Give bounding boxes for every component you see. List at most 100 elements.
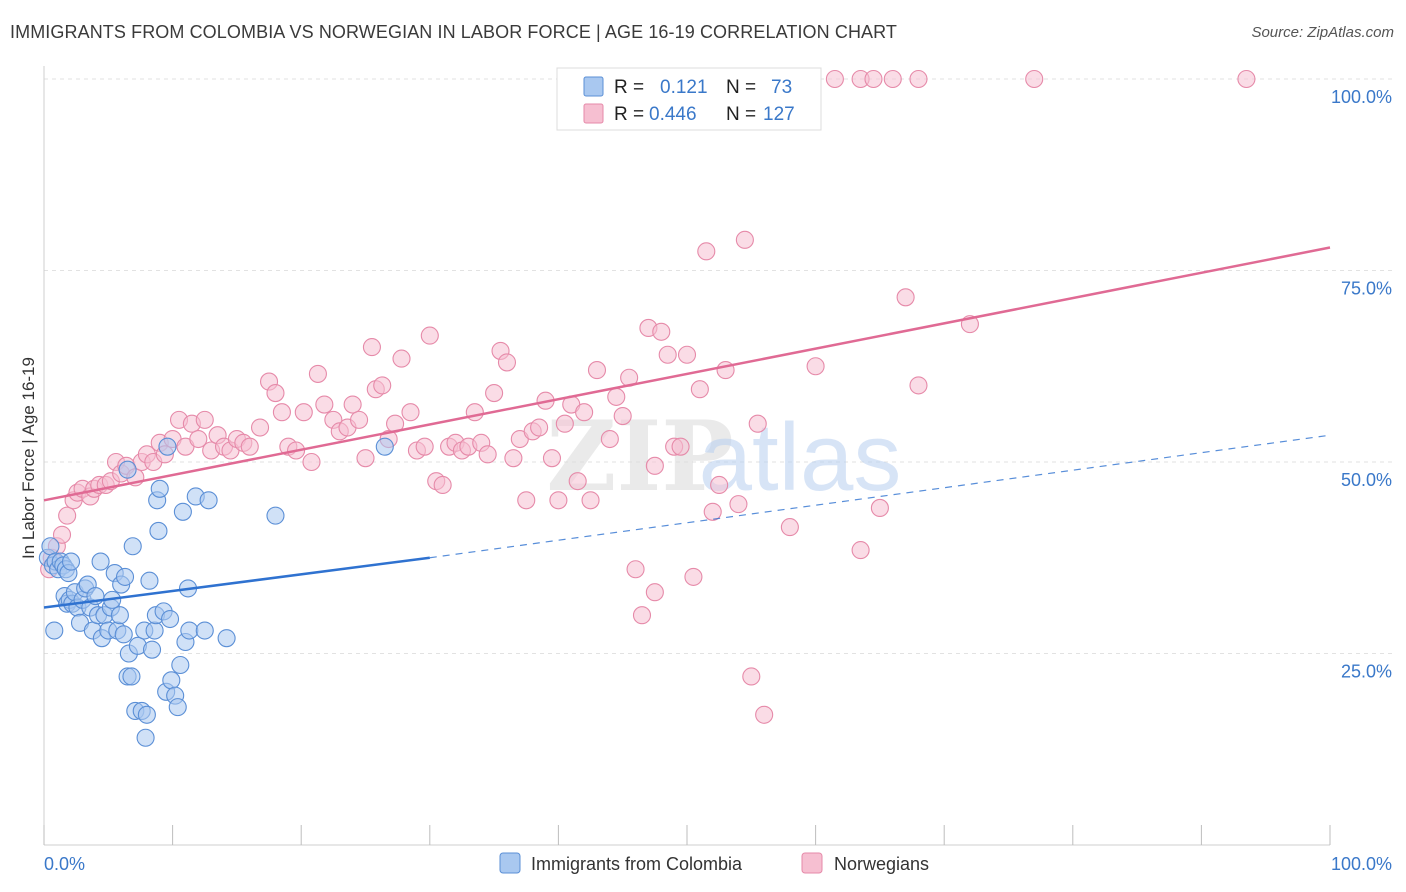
stats-n-label-norway: N = [726,104,756,125]
stats-box: R = 0.121 N = 73 R = 0.446 N = 127 [556,67,822,131]
norway-point [373,376,392,395]
norway-point [478,445,497,464]
colombia-point [123,537,142,556]
norway-point [415,437,434,456]
norway-point [497,353,517,372]
colombia-point [158,437,177,456]
norway-point [690,380,709,399]
norway-point [587,361,607,380]
norway-point [755,705,774,724]
norway-point [189,429,208,449]
colombia-point [195,621,214,640]
colombia-point [150,479,169,498]
colombia-point [160,609,180,629]
norwegians-points [40,69,1256,724]
norway-point [401,403,420,422]
norway-point [658,345,677,364]
colombia-point [149,521,168,540]
colombia-points [38,437,394,747]
norway-point [883,69,902,89]
norway-point [710,475,729,495]
colombia-point [136,728,155,747]
colombia-point [114,625,133,644]
norway-point [780,518,799,537]
legend-swatch-colombia [499,852,521,874]
norway-point [575,403,594,422]
norway-point [896,288,915,307]
norway-point [294,403,313,422]
colombia-point [110,606,129,625]
y-tick-label: 25.0% [1341,662,1392,682]
colombia-point [115,567,135,586]
norway-point [266,384,285,403]
norway-point [735,230,754,249]
colombia-point [140,571,159,590]
stats-n-value-norway: 127 [763,104,795,125]
norway-point [549,491,568,510]
norway-point [729,495,748,514]
norway-point [240,437,259,456]
colombia-point [137,705,156,724]
x-tick-label-max: 100.0% [1331,854,1392,874]
colombia-point [145,621,164,640]
norway-point [684,567,703,586]
norway-point [465,403,484,422]
legend: Immigrants from Colombia Norwegians [499,852,929,874]
norway-point [851,541,870,560]
colombia-point [61,552,81,571]
colombia-point [122,667,141,686]
legend-label-colombia: Immigrants from Colombia [531,854,743,874]
norway-point [272,403,291,422]
norway-point [1025,69,1044,89]
colombia-point [217,629,236,648]
stats-r-label-norway: R = [614,104,644,125]
y-axis-label: In Labor Force | Age 16-19 [19,357,38,559]
watermark-zip: ZIP [546,400,733,513]
legend-swatch-norway [801,852,823,874]
norway-point [392,349,411,368]
y-tick-label: 100.0% [1331,87,1392,107]
norway-point [632,606,652,625]
norway-point [581,491,600,510]
stats-r-value-norway: 0.446 [649,104,697,125]
colombia-point [171,655,190,675]
norway-point [504,449,523,468]
grid-lines: 25.0% 50.0% 75.0% 100.0% [44,78,1392,682]
stats-r-label-colombia: R = [614,77,644,98]
colombia-point [199,491,218,510]
norway-point [652,322,671,341]
colombia-point [180,621,199,640]
norway-point [343,395,362,414]
stats-r-value-colombia: 0.121 [660,77,708,98]
colombia-point [162,671,181,690]
norway-point [420,326,439,345]
stats-n-value-colombia: 73 [771,77,792,98]
watermark-atlas: atlas [699,404,902,511]
norway-point [742,667,761,686]
norway-point [568,472,587,491]
norway-point [1237,69,1256,89]
axes [43,66,1331,846]
colombia-point [91,552,110,571]
colombia-point [168,698,187,717]
norway-point [677,345,697,364]
norway-point [697,242,716,261]
norway-point [58,506,77,525]
norway-point [703,502,722,521]
norway-point [485,384,504,403]
norway-point [315,395,334,414]
y-tick-label: 75.0% [1341,279,1392,299]
norway-point [806,357,825,376]
y-tick-label: 50.0% [1341,470,1392,490]
x-tick-label-min: 0.0% [44,854,85,874]
norway-point [517,491,536,510]
colombia-point [173,502,192,521]
norway-point [909,69,928,89]
norway-point [52,525,72,544]
colombia-point [41,537,60,556]
norway-point [909,376,928,395]
chart-title: IMMIGRANTS FROM COLOMBIA VS NORWEGIAN IN… [10,22,898,42]
norway-point [870,498,889,518]
norway-point [250,418,270,437]
